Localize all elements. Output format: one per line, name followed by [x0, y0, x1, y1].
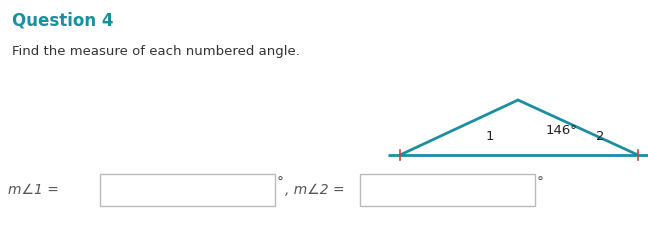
Text: 1: 1: [486, 130, 494, 142]
Bar: [100, 174, 275, 206]
Text: , m∠2 =: , m∠2 =: [285, 183, 345, 197]
Bar: [360, 174, 535, 206]
Text: °: °: [537, 176, 544, 190]
Text: 2: 2: [596, 130, 604, 142]
Text: Question 4: Question 4: [12, 12, 113, 30]
Text: m∠1 =: m∠1 =: [8, 183, 59, 197]
Text: °: °: [277, 176, 284, 190]
Text: Find the measure of each numbered angle.: Find the measure of each numbered angle.: [12, 45, 300, 58]
Text: 146°: 146°: [546, 123, 578, 136]
